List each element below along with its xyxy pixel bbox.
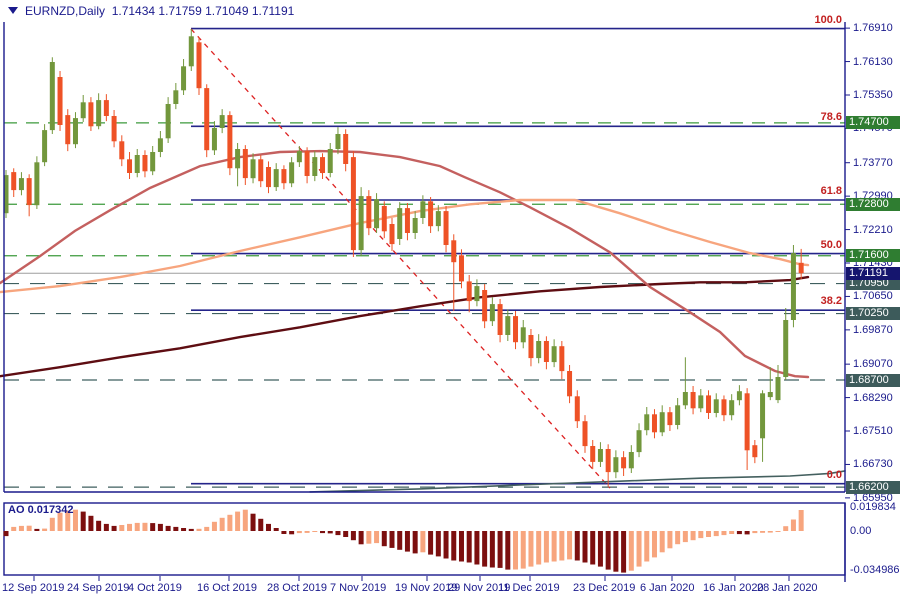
- fib-level-label: 50.0: [820, 239, 842, 251]
- date-axis-label: 7 Nov 2019: [330, 582, 387, 594]
- date-axis-label: 16 Oct 2019: [197, 582, 257, 594]
- price-axis-label: 1.72210: [853, 224, 893, 236]
- date-axis-label: 16 Jan 2020: [703, 582, 764, 594]
- price-axis-label: 1.76130: [853, 56, 893, 68]
- ao-value: 0.017342: [27, 504, 74, 516]
- fibonacci-retracement-lines: [191, 27, 845, 485]
- price-axis-label: 1.68290: [853, 392, 893, 404]
- price-axis-label: 1.65950: [853, 492, 893, 504]
- date-axis-label: 4 Oct 2019: [128, 582, 182, 594]
- price-axis-label: 1.69070: [853, 358, 893, 370]
- price-badge-teal: 1.68700: [846, 374, 900, 387]
- chart-title: EURNZD,Daily 1.71434 1.71759 1.71049 1.7…: [8, 4, 294, 18]
- ma-slow-maroon-line: [0, 275, 810, 378]
- price-badge-current: 1.71191: [846, 267, 900, 280]
- price-badge-teal: 1.70250: [846, 307, 900, 320]
- date-axis-label: 29 Nov 2019: [448, 582, 511, 594]
- date-axis-label: 11 Dec 2019: [498, 582, 560, 594]
- fib-level-label: 100.0: [814, 14, 842, 26]
- fib-level-label: 61.8: [820, 185, 842, 197]
- fib-level-label: 38.2: [820, 295, 842, 307]
- price-axis-label: 1.69870: [853, 324, 893, 336]
- date-axis-label: 28 Oct 2019: [267, 582, 327, 594]
- ao-scale-min: -0.034986: [850, 564, 900, 576]
- date-axis-label: 6 Jan 2020: [640, 582, 695, 594]
- ma-mid-salmon-line: [0, 198, 810, 294]
- date-axis-label: 12 Sep 2019: [2, 582, 65, 594]
- panel-frames: [3, 22, 846, 582]
- date-axis-label: 28 Jan 2020: [757, 582, 818, 594]
- fib-level-label: 78.6: [820, 111, 842, 123]
- price-axis-label: 1.75350: [853, 89, 893, 101]
- date-axis-label: 24 Sep 2019: [67, 582, 130, 594]
- fib-level-label: 0.0: [826, 469, 842, 481]
- price-badge-green: 1.72800: [846, 198, 900, 211]
- price-badge-teal: 1.66200: [846, 481, 900, 494]
- price-badge-teal: 1.70950: [846, 277, 900, 290]
- ma-fast-rose-line: [0, 149, 810, 379]
- date-axis-label: 23 Dec 2019: [573, 582, 636, 594]
- axis-ticks: [33, 27, 850, 581]
- price-axis-label: 1.67510: [853, 425, 893, 437]
- ma-long-slate-line: [309, 470, 846, 493]
- price-badge-green: 1.74700: [846, 116, 900, 129]
- symbol-dropdown-arrow-icon[interactable]: [8, 7, 18, 14]
- price-axis-label: 1.70650: [853, 290, 893, 302]
- ao-scale-zero: 0.00: [850, 525, 872, 537]
- ao-histogram: [3, 509, 804, 573]
- candlestick-series: [3, 28, 804, 487]
- ao-name: AO: [8, 504, 25, 516]
- price-axis-label: 1.73770: [853, 157, 893, 169]
- price-axis-label: 1.66730: [853, 458, 893, 470]
- indicator-label: AO 0.017342: [8, 504, 73, 516]
- ohlc-readout: 1.71434 1.71759 1.71049 1.71191: [111, 4, 295, 18]
- descending-trendline: [190, 28, 611, 489]
- ao-scale-max: 0.019834: [850, 501, 896, 513]
- date-axis-label: 19 Nov 2019: [395, 582, 458, 594]
- price-badge-green: 1.71600: [846, 249, 900, 262]
- price-axis-label: 1.76910: [853, 22, 893, 34]
- symbol-period-label: EURNZD,Daily: [25, 4, 106, 18]
